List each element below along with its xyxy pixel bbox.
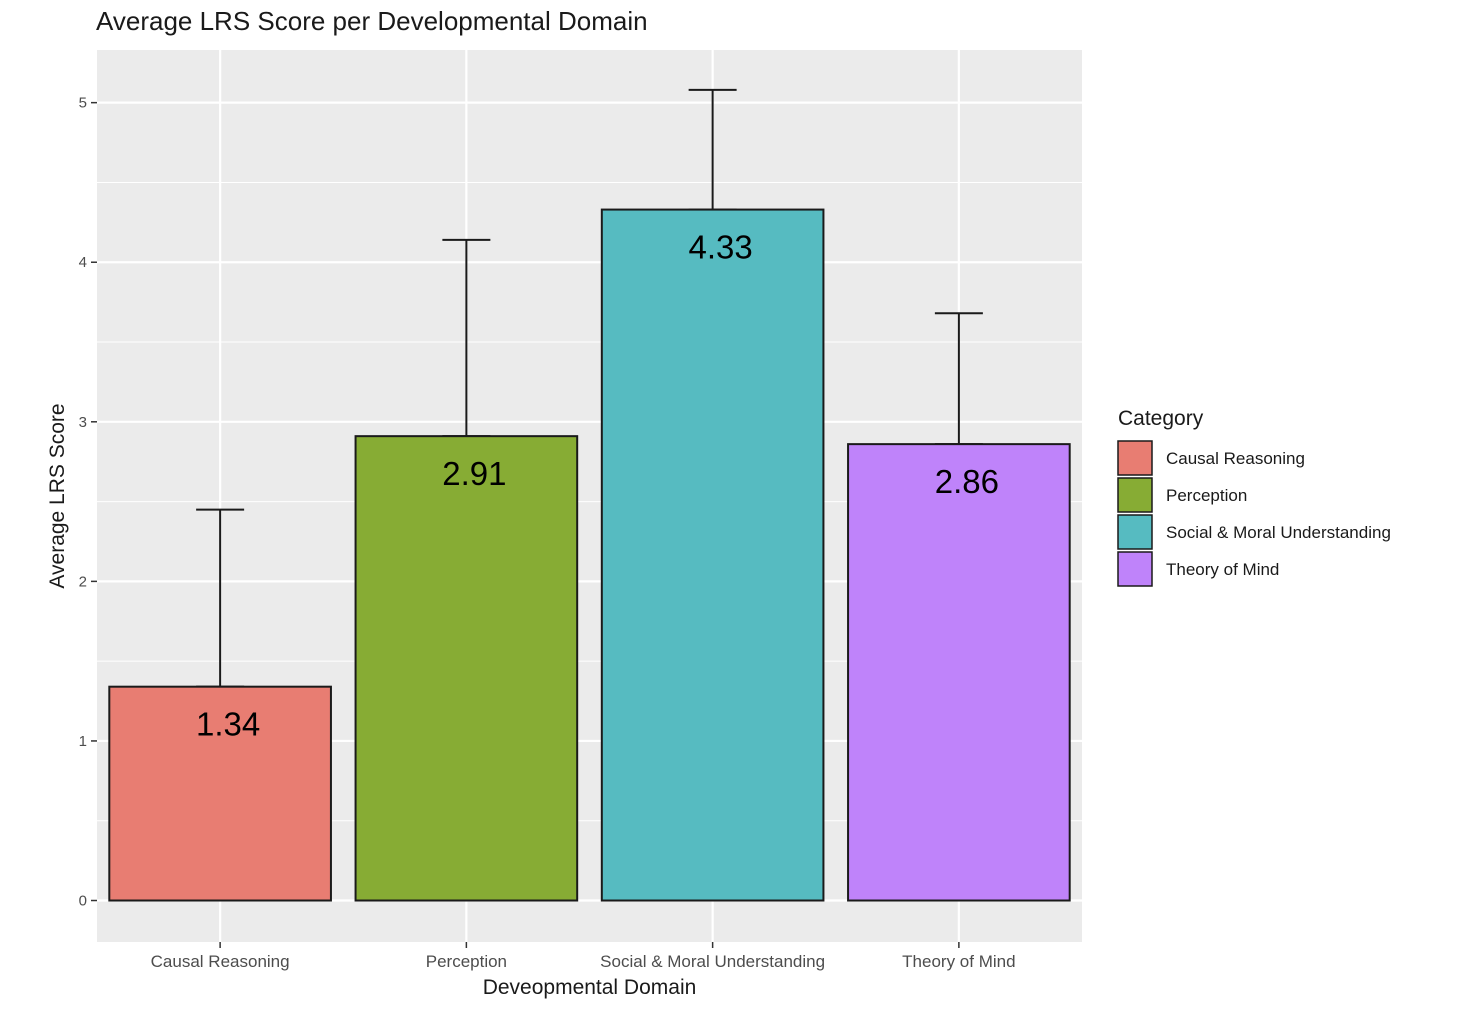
x-tick-label: Social & Moral Understanding [600, 952, 825, 971]
legend-swatch [1117, 440, 1153, 476]
legend-label: Perception [1166, 486, 1247, 505]
legend-swatch [1117, 514, 1153, 550]
bar [354, 435, 579, 902]
x-tick-label: Theory of Mind [902, 952, 1015, 971]
data-label: 2.91 [442, 455, 506, 492]
legend-label: Social & Moral Understanding [1166, 523, 1391, 542]
bar [600, 208, 825, 902]
bar [847, 443, 1071, 902]
legend-swatch [1117, 477, 1153, 513]
data-label: 4.33 [689, 229, 753, 266]
legend-label: Theory of Mind [1166, 560, 1279, 579]
legend-label: Causal Reasoning [1166, 449, 1305, 468]
chart-title: Average LRS Score per Developmental Doma… [96, 6, 648, 36]
y-axis-title: Average LRS Score [46, 403, 69, 588]
legend-swatch [1117, 551, 1153, 587]
y-tick-label: 3 [79, 414, 87, 431]
bar [108, 685, 332, 902]
y-tick-label: 2 [79, 573, 87, 590]
y-tick-label: 0 [79, 893, 87, 910]
y-tick-label: 5 [79, 95, 87, 112]
x-axis-title: Deveopmental Domain [483, 976, 697, 999]
y-tick-label: 1 [79, 733, 87, 750]
data-label: 1.34 [196, 706, 260, 743]
legend-title: Category [1118, 407, 1204, 430]
y-tick-label: 4 [79, 254, 87, 271]
x-tick-label: Perception [426, 952, 507, 971]
x-tick-label: Causal Reasoning [151, 952, 290, 971]
data-label: 2.86 [935, 463, 999, 500]
